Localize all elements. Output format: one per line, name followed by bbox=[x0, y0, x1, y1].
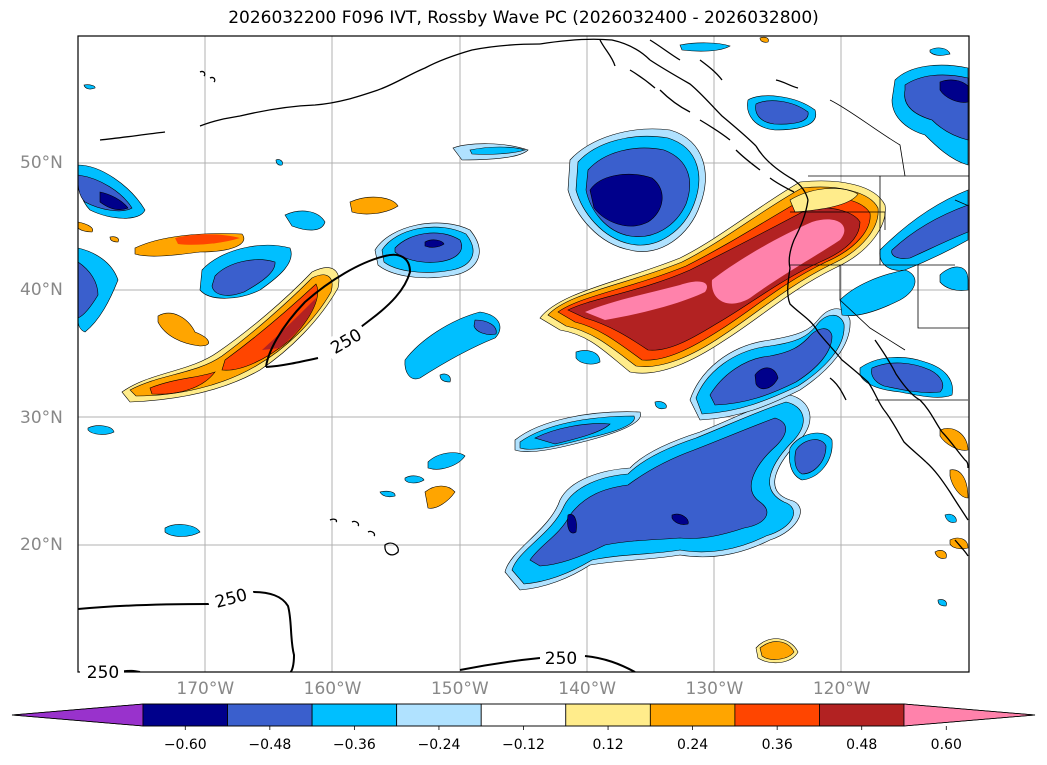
colorbar-segment bbox=[565, 703, 651, 727]
latitude-label: 30°N bbox=[20, 407, 63, 428]
longitude-label: 120°W bbox=[812, 679, 871, 699]
colorbar bbox=[11, 703, 1036, 730]
ivt-contours bbox=[78, 253, 636, 672]
longitude-label: 150°W bbox=[430, 679, 489, 699]
positive-anomaly-atmospheric-river bbox=[539, 180, 886, 374]
map-title: 2026032200 F096 IVT, Rossby Wave PC (202… bbox=[228, 8, 819, 28]
colorbar-tick-label: −0.12 bbox=[502, 737, 545, 753]
colorbar-segment bbox=[819, 703, 905, 727]
colorbar-outline bbox=[11, 703, 1036, 727]
coastlines bbox=[99, 38, 969, 557]
colorbar-segment bbox=[734, 703, 820, 727]
colorbar-extend-high bbox=[903, 703, 1036, 727]
longitude-label: 160°W bbox=[303, 679, 362, 699]
colorbar-segment bbox=[142, 703, 228, 727]
latitude-label: 50°N bbox=[20, 153, 63, 174]
colorbar-segment bbox=[227, 703, 313, 727]
colorbar-tick-label: −0.48 bbox=[248, 737, 292, 753]
colorbar-segment bbox=[396, 703, 482, 727]
ivt-contour-label: 250 bbox=[87, 663, 119, 683]
ivt-contour-label: 250 bbox=[213, 585, 250, 613]
negative-anomalies bbox=[78, 42, 969, 607]
colorbar-tick-label: 0.36 bbox=[761, 737, 793, 753]
colorbar-tick-label: −0.36 bbox=[332, 737, 376, 753]
colorbar-tick-label: 0.48 bbox=[846, 737, 878, 753]
contour-label-backgrounds bbox=[80, 320, 582, 676]
colorbar-tick-label: −0.60 bbox=[163, 737, 207, 753]
colorbar-segment bbox=[480, 703, 567, 727]
colorbar-tick-label: 0.60 bbox=[930, 737, 962, 753]
latitude-label: 20°N bbox=[20, 534, 63, 555]
colorbar-extend-low bbox=[11, 703, 144, 727]
ivt-contour-label: 250 bbox=[545, 649, 577, 669]
colorbar-segment bbox=[649, 703, 736, 727]
positive-anomaly-western-band bbox=[78, 36, 969, 664]
colorbar-tick-label: −0.24 bbox=[417, 737, 461, 753]
longitude-label: 170°W bbox=[176, 679, 235, 699]
longitude-label: 130°W bbox=[685, 679, 744, 699]
longitude-label: 140°W bbox=[558, 679, 617, 699]
map-frame bbox=[77, 35, 970, 673]
colorbar-segment bbox=[311, 703, 398, 727]
colorbar-tick-label: 0.24 bbox=[677, 737, 709, 753]
political-borders bbox=[790, 99, 969, 401]
latitude-label: 40°N bbox=[20, 280, 63, 301]
colorbar-tick-label: 0.12 bbox=[592, 737, 624, 753]
